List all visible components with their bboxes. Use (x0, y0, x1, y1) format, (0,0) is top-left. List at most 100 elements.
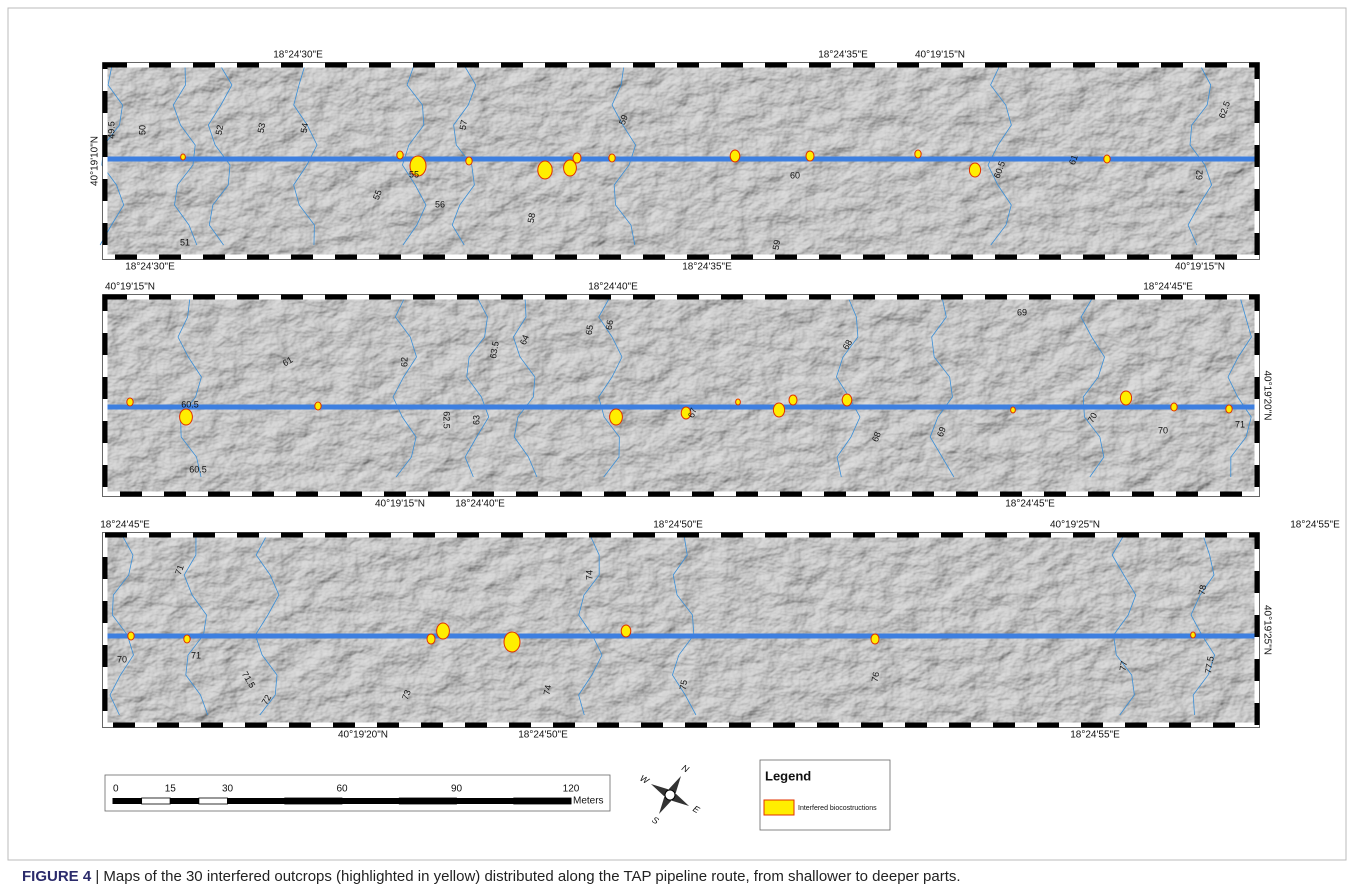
coord-label: 18°24'50"E (653, 520, 703, 531)
coord-label: 40°19'15"N (1175, 262, 1225, 273)
outcrop (504, 632, 520, 652)
coord-label: 40°19'25"N (1050, 520, 1100, 531)
outcrop (773, 403, 784, 417)
coord-label: 40°19'20"N (338, 730, 388, 741)
outcrop (180, 409, 193, 425)
contour-label: 63 (471, 415, 481, 425)
contour-label: 54 (299, 122, 311, 134)
outcrop (573, 153, 581, 163)
contour-label: 60.5 (189, 464, 207, 474)
scale-tick-label: 0 (113, 784, 119, 795)
outcrop (969, 163, 980, 177)
compass-letter: E (691, 804, 702, 816)
coord-label: 40°19'15"N (375, 499, 425, 510)
contour-label: 60.5 (181, 399, 199, 409)
compass-letter: S (650, 815, 660, 827)
coord-label: 18°24'35"E (682, 262, 732, 273)
coord-label: 18°24'30"E (125, 262, 175, 273)
contour-label: 56 (435, 199, 445, 209)
scale-tick-label: 15 (165, 784, 177, 795)
contour-label: 75 (678, 679, 690, 691)
legend-title: Legend (765, 768, 811, 783)
compass: N E S W (623, 747, 717, 842)
scale-segment (514, 798, 571, 804)
scale-segment (342, 798, 399, 804)
contour-label: 59 (771, 239, 783, 251)
contour-label: 70 (117, 654, 127, 664)
coord-label: 40°19'15"N (915, 50, 965, 61)
caption-text: | Maps of the 30 interfered outcrops (hi… (91, 868, 960, 885)
contour-label: 60 (790, 170, 800, 180)
legend-swatch (764, 800, 794, 815)
coord-label: 18°24'30"E (273, 50, 323, 61)
outcrop (730, 150, 740, 162)
contour-label: 62 (399, 357, 409, 367)
contour-label: 49.5 (106, 121, 116, 139)
outcrop (538, 161, 552, 179)
coord-label: 18°24'45"E (1005, 499, 1055, 510)
contour-label: 52 (214, 124, 226, 136)
contour-label: 62.5 (442, 411, 452, 429)
contour-label: 74 (584, 570, 594, 580)
compass-letter: N (680, 763, 691, 775)
page: { "maps": [ {"top_labels": ["18°24'30\"E… (0, 0, 1354, 893)
contour-label: 57 (458, 119, 470, 131)
map-panel: 60.5616262.56363.56465666768686969707071… (103, 282, 1273, 510)
map-panel: 49.5505253545555565758596060.5616262.551… (90, 50, 1260, 273)
scale-tick-label: 60 (336, 784, 348, 795)
contour-label: 65 (584, 324, 596, 336)
compass-letter: W (638, 773, 652, 787)
coord-label: 40°19'15"N (105, 282, 155, 293)
scale-segment (170, 798, 199, 804)
caption-label: FIGURE 4 (22, 868, 91, 885)
contour-label: 66 (604, 319, 616, 331)
outcrop (181, 154, 186, 160)
outcrop (1120, 391, 1131, 405)
outcrop (128, 632, 134, 640)
outcrop (871, 634, 879, 644)
outcrop (427, 634, 435, 644)
contour-label: 76 (870, 671, 882, 683)
outcrop (915, 150, 921, 158)
outcrop (621, 625, 631, 637)
coord-label: 18°24'35"E (818, 50, 868, 61)
coord-label: 18°24'45"E (1143, 282, 1193, 293)
coord-label: 40°19'25"N (1261, 605, 1272, 655)
outcrop (610, 409, 623, 425)
outcrop (842, 394, 852, 406)
outcrop (127, 398, 133, 406)
outcrop (1104, 155, 1110, 163)
legend-item: Interfered biocostructions (798, 805, 877, 812)
contour-label: 50 (137, 125, 147, 135)
scale-tick-label: 120 (563, 784, 580, 795)
coord-label: 18°24'40"E (588, 282, 638, 293)
outcrop (315, 402, 321, 410)
outcrop (736, 399, 741, 405)
outcrop (184, 635, 190, 643)
coord-label: 40°19'20"N (1261, 370, 1272, 420)
outcrop (789, 395, 797, 405)
scale-segment (199, 798, 228, 804)
contour-label: 62 (1194, 170, 1204, 180)
outcrop (1011, 407, 1016, 413)
coord-label: 18°24'55"E (1070, 730, 1120, 741)
outcrop (806, 151, 814, 161)
scale-segment (399, 798, 456, 804)
contour-label: 70 (1158, 425, 1168, 435)
contour-label: 78 (1197, 584, 1209, 596)
contour-label: 77 (1118, 660, 1130, 672)
scale-segment (457, 798, 514, 804)
outcrop (609, 154, 615, 162)
coord-label: 40°19'10"N (90, 136, 101, 186)
contour-label: 55 (409, 169, 419, 179)
contour-label: 74 (542, 684, 554, 696)
coord-label: 18°24'50"E (518, 730, 568, 741)
scale-segment (142, 798, 171, 804)
contour-label: 58 (526, 212, 538, 224)
coord-label: 18°24'55"E (1290, 520, 1340, 531)
contour-label: 69 (1017, 307, 1027, 317)
outcrop (1171, 403, 1177, 411)
contour-label: 51 (180, 237, 190, 247)
outcrop (1191, 632, 1196, 638)
